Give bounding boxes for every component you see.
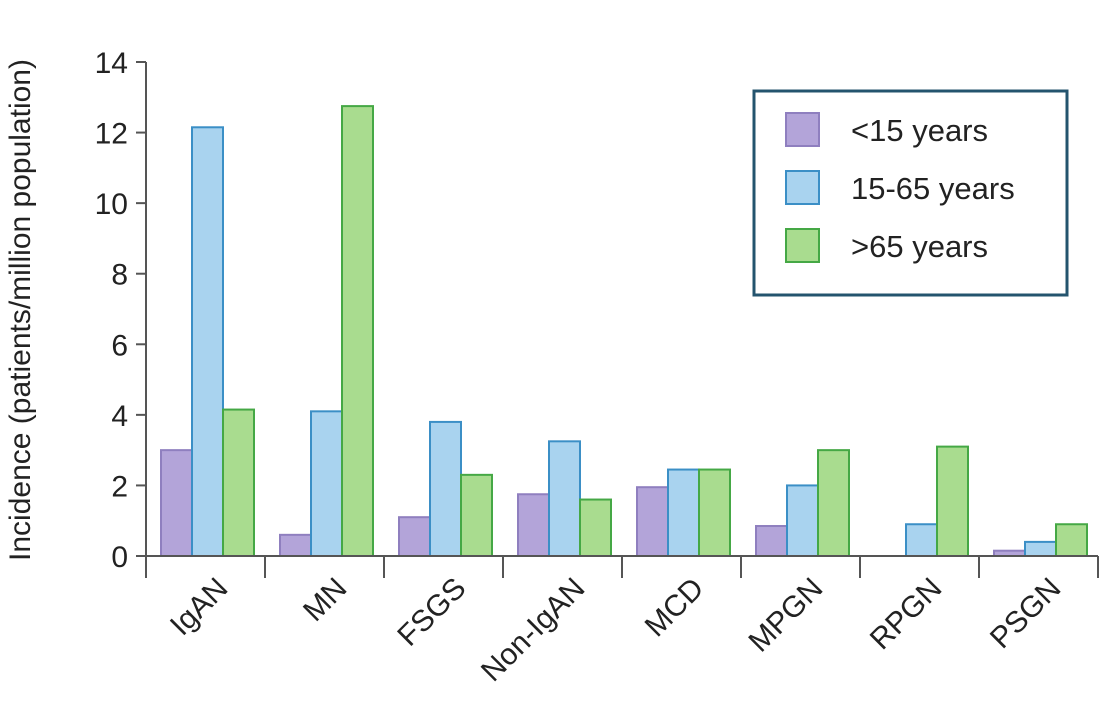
bar-mpgn-15-65-years bbox=[786, 484, 819, 557]
y-axis-label: Incidence (patients/million population) bbox=[4, 59, 37, 561]
legend: <15 years 15-65 years >65 years bbox=[752, 89, 1069, 297]
bar-igan-15-years bbox=[160, 449, 193, 557]
x-tick-label-mn: MN bbox=[297, 572, 353, 628]
y-tick-label: 8 bbox=[111, 259, 128, 292]
bars-layer bbox=[160, 105, 1088, 558]
bar-igan-15-65-years bbox=[191, 126, 224, 558]
bar-psgn-65-years bbox=[1055, 523, 1088, 558]
bar-mn-65-years bbox=[341, 105, 374, 557]
y-tick-label: 4 bbox=[111, 400, 128, 433]
x-ticks-layer: IgAN MN FSGS Non-IgAN MCD MPGN RPGN PSGN bbox=[145, 556, 1099, 688]
x-tick-label-igan: IgAN bbox=[164, 572, 235, 643]
bar-rpgn-65-years bbox=[936, 445, 969, 557]
y-ticks-layer: 0 2 4 6 8 10 12 14 bbox=[95, 47, 146, 574]
bar-mpgn-65-years bbox=[817, 449, 850, 557]
y-tick-label: 6 bbox=[111, 329, 128, 362]
legend-label-0: <15 years bbox=[851, 113, 988, 148]
x-tick-label-mpgn: MPGN bbox=[742, 572, 829, 659]
x-tick-label-rpgn: RPGN bbox=[864, 572, 949, 657]
bar-mn-15-years bbox=[279, 533, 312, 557]
x-tick-label-psgn: PSGN bbox=[984, 572, 1067, 655]
bar-mcd-15-years bbox=[636, 486, 669, 558]
bar-fsgs-15-65-years bbox=[429, 420, 462, 557]
x-tick-label-mcd: MCD bbox=[639, 572, 711, 644]
bar-mpgn-15-years bbox=[755, 525, 788, 557]
x-tick-label-non-igan: Non-IgAN bbox=[475, 572, 591, 688]
bar-psgn-15-65-years bbox=[1024, 540, 1057, 558]
bar-mcd-15-65-years bbox=[667, 468, 700, 557]
y-tick-label: 0 bbox=[111, 541, 128, 574]
bar-mcd-65-years bbox=[698, 468, 731, 557]
bar-rpgn-15-65-years bbox=[905, 523, 938, 558]
legend-swatch-2 bbox=[785, 228, 820, 263]
y-tick-label: 10 bbox=[95, 188, 128, 221]
bar-mn-15-65-years bbox=[310, 410, 343, 558]
bar-fsgs-65-years bbox=[460, 473, 493, 558]
bar-non-igan-65-years bbox=[579, 498, 612, 557]
y-tick-label: 14 bbox=[95, 47, 128, 80]
x-tick-label-fsgs: FSGS bbox=[391, 572, 472, 653]
legend-swatch-1 bbox=[785, 170, 820, 205]
bar-fsgs-15-years bbox=[398, 516, 431, 558]
bar-non-igan-15-years bbox=[517, 493, 550, 557]
legend-label-2: >65 years bbox=[851, 229, 988, 264]
legend-label-1: 15-65 years bbox=[851, 171, 1015, 206]
y-tick-label: 2 bbox=[111, 470, 128, 503]
legend-swatch-0 bbox=[785, 112, 820, 147]
bar-igan-65-years bbox=[222, 408, 255, 558]
y-tick-label: 12 bbox=[95, 118, 128, 151]
bar-non-igan-15-65-years bbox=[548, 440, 581, 558]
